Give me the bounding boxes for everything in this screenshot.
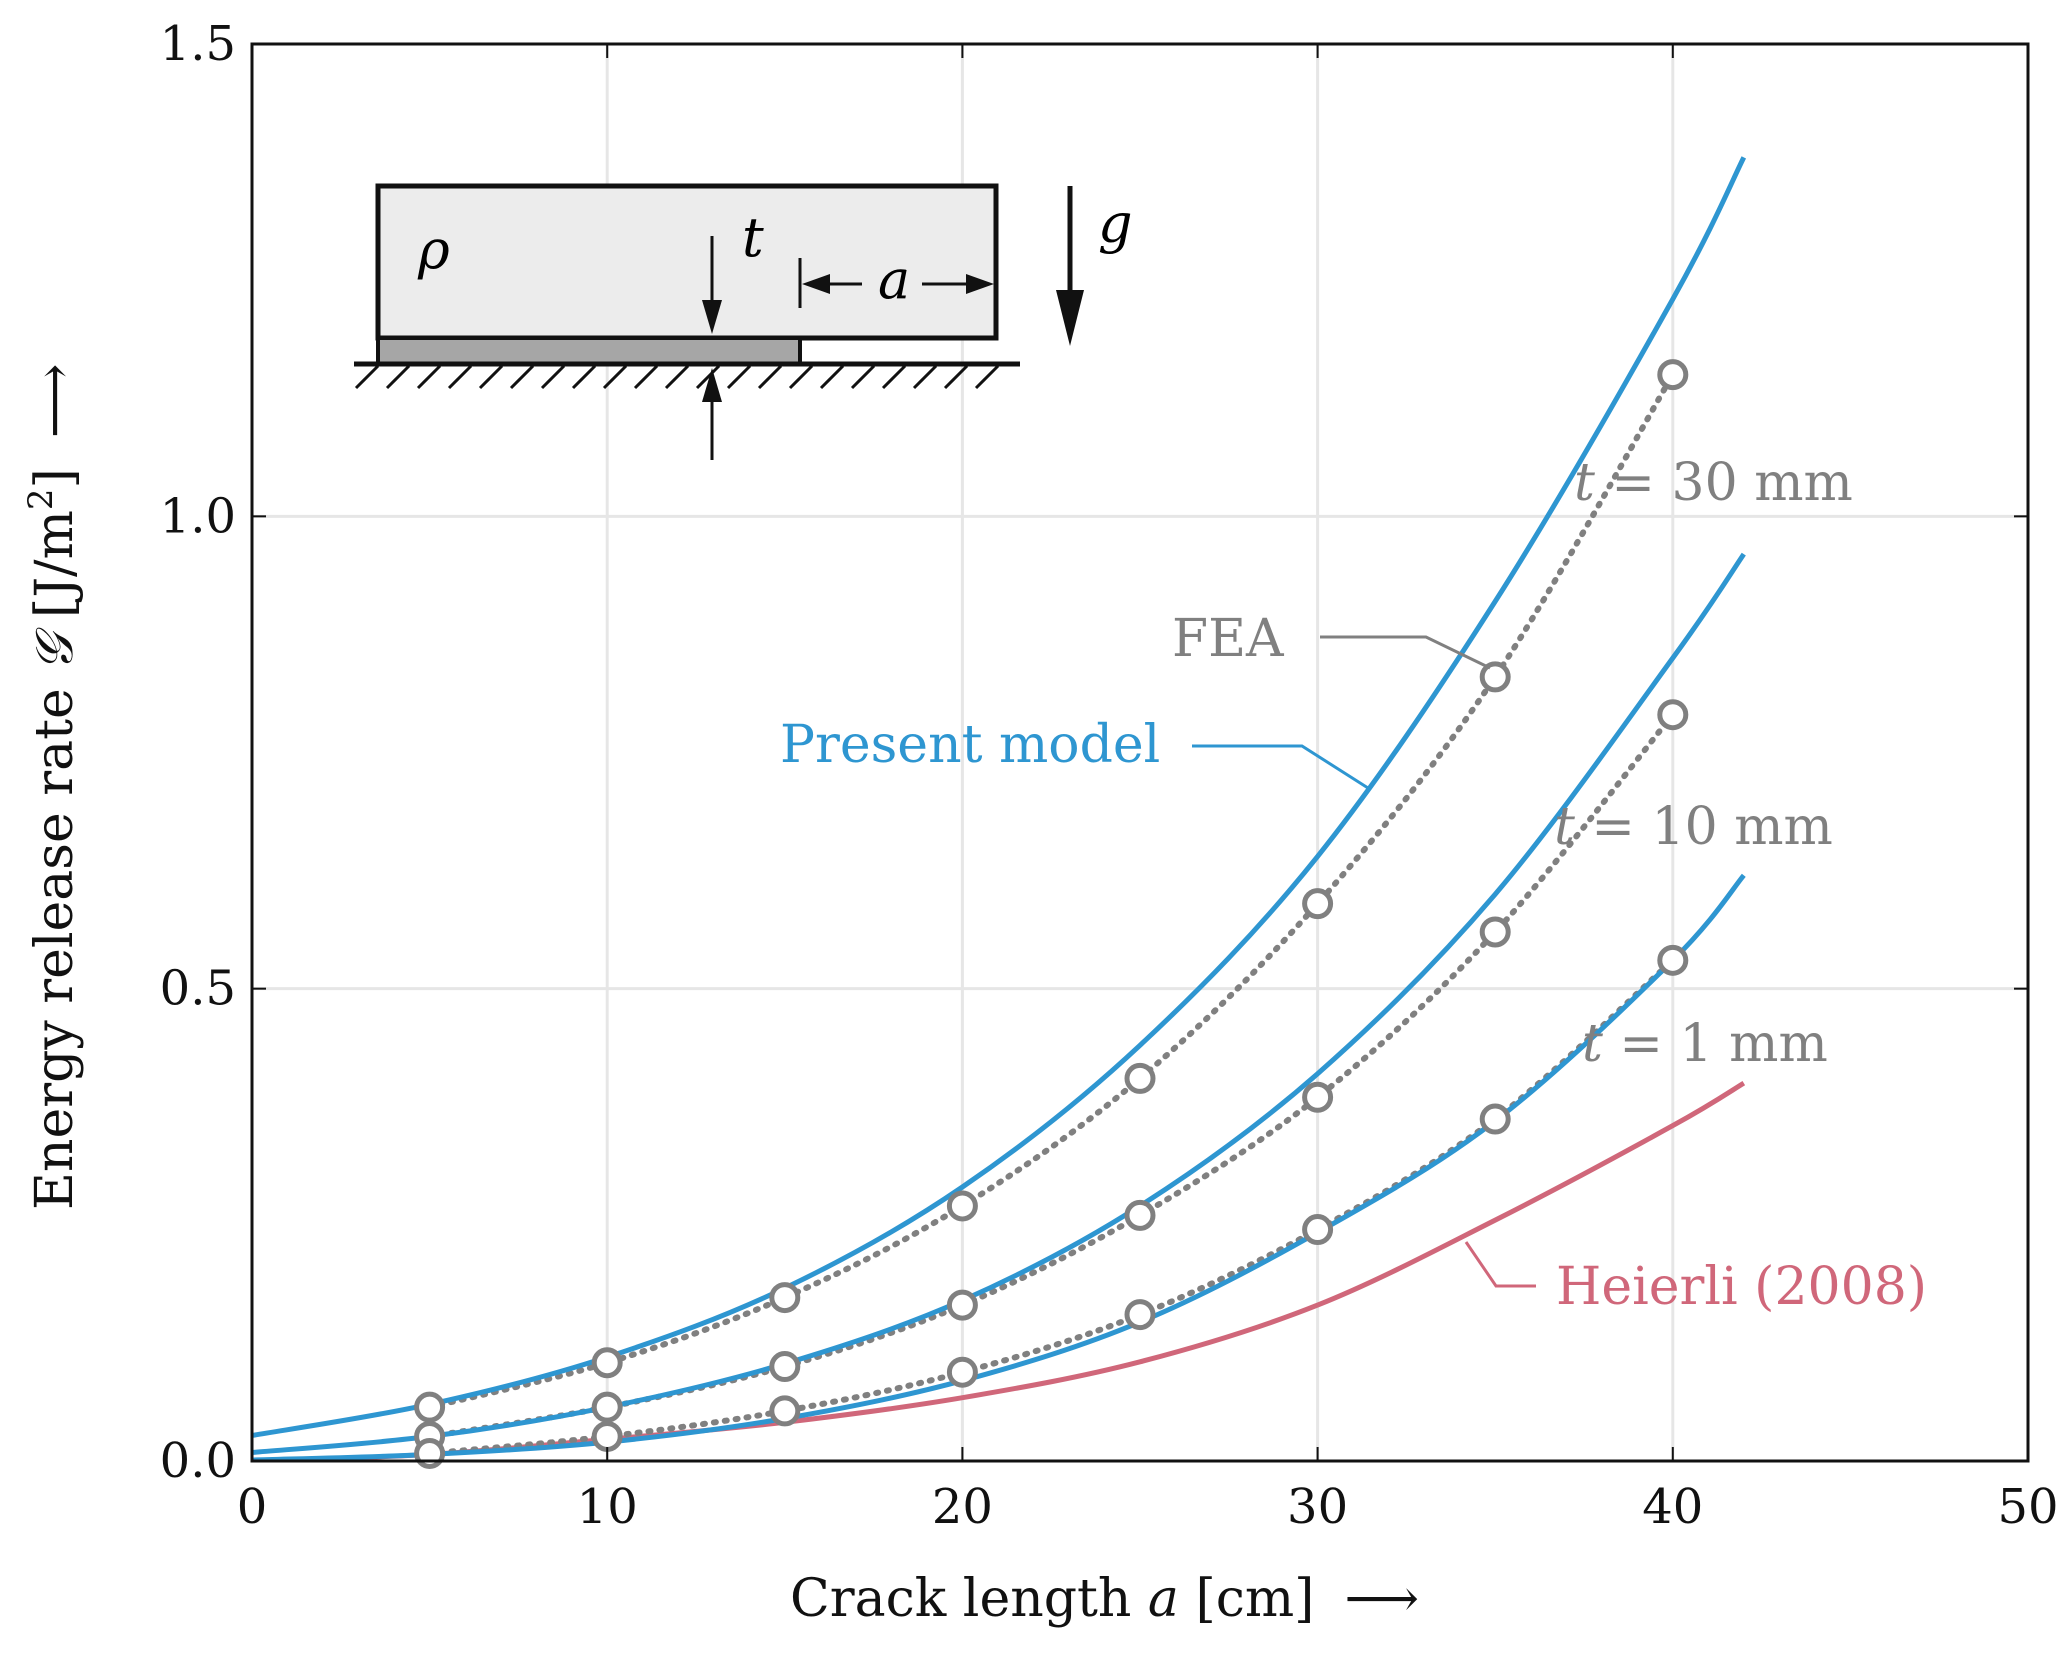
fea-point-t30mm — [1479, 661, 1511, 693]
y-axis-title: Energy release rate 𝒢 [J/m2]⟶ — [21, 364, 85, 1210]
y-tick-label: 0.5 — [160, 961, 236, 1017]
thickness-arrowhead-bottom — [702, 368, 722, 402]
gravity-label: g — [1098, 192, 1133, 255]
hatch-line — [385, 364, 411, 390]
hatch-line — [757, 364, 783, 390]
fea-point-t10mm — [1302, 1081, 1334, 1113]
hatch-line — [974, 364, 1000, 390]
hatch-line — [664, 364, 690, 390]
heierli-curve — [252, 1080, 1746, 1461]
density-label: ρ — [417, 218, 450, 281]
x-tick-label: 30 — [1287, 1479, 1348, 1535]
hatch-line — [571, 364, 597, 390]
fea-point-t30mm — [946, 1190, 978, 1222]
x-tick-label: 10 — [577, 1479, 638, 1535]
crack-length-arrowhead-right — [966, 274, 994, 294]
fea-point-t30mm — [591, 1347, 623, 1379]
ground-hatching — [354, 364, 1000, 390]
fea-point-t30mm — [769, 1282, 801, 1314]
fea-point-t1mm — [1124, 1299, 1156, 1331]
hatch-line — [695, 364, 721, 390]
fea-point-t1mm — [769, 1395, 801, 1427]
fea-point-t10mm — [1479, 916, 1511, 948]
label-fea: FEA — [1172, 609, 1285, 669]
hatch-line — [881, 364, 907, 390]
fea-point-t10mm — [769, 1351, 801, 1383]
hatch-line — [540, 364, 566, 390]
hatch-line — [447, 364, 473, 390]
fea-point-t1mm — [414, 1437, 446, 1469]
crack-length-label: a — [878, 248, 910, 311]
label-t-1mm: t = 1 mm — [1582, 1014, 1828, 1074]
label-t-10mm: t = 10 mm — [1554, 797, 1833, 857]
fea-point-t1mm — [591, 1420, 623, 1452]
thickness-arrowhead-top — [702, 300, 722, 334]
model-curve-t1mm — [252, 873, 1746, 1461]
fea-point-t1mm — [1657, 944, 1689, 976]
label-present-model: Present model — [780, 715, 1160, 775]
crack-length-arrowhead-left — [802, 274, 830, 294]
hatch-line — [850, 364, 876, 390]
fea-point-t30mm — [1302, 888, 1334, 920]
model-curve-t10mm — [252, 552, 1746, 1455]
thickness-label: t — [742, 206, 764, 269]
leader-present-model — [1192, 744, 1369, 790]
slab-block — [375, 183, 999, 341]
leader-heierli — [1464, 1241, 1536, 1288]
x-tick-label: 0 — [237, 1479, 268, 1535]
hatch-line — [509, 364, 535, 390]
hatch-line — [416, 364, 442, 390]
x-tick-label: 50 — [1997, 1479, 2058, 1535]
fea-point-t30mm — [1657, 359, 1689, 391]
fea-point-t1mm — [946, 1356, 978, 1388]
x-tick-label: 40 — [1642, 1479, 1703, 1535]
fea-point-t10mm — [1657, 699, 1689, 731]
gravity-arrowhead — [1056, 290, 1084, 346]
model-curve-t30mm — [252, 156, 1747, 1438]
y-tick-label: 0.0 — [160, 1433, 236, 1489]
leader-fea — [1320, 635, 1491, 670]
hatch-line — [354, 364, 380, 390]
axis-ticks: 0 10 20 30 40 50 0.0 0.5 1.0 1.5 — [160, 16, 2059, 1535]
fea-point-t1mm — [1302, 1214, 1334, 1246]
fea-curve-t30mm — [426, 371, 1676, 1411]
fea-point-t10mm — [1124, 1199, 1156, 1231]
hatch-line — [819, 364, 845, 390]
x-tick-label: 20 — [932, 1479, 993, 1535]
fea-curve-t1mm — [426, 957, 1676, 1457]
hatch-line — [602, 364, 628, 390]
hatch-line — [726, 364, 752, 390]
plot-frame — [250, 42, 2030, 1463]
weak-layer — [376, 336, 802, 366]
x-axis-title: Crack length a [cm] ⟶ — [790, 1569, 1419, 1629]
hatch-line — [478, 364, 504, 390]
fea-curve-t10mm — [426, 711, 1676, 1440]
fea-point-t1mm — [1479, 1103, 1511, 1135]
hatch-line — [788, 364, 814, 390]
fea-point-t30mm — [414, 1391, 446, 1423]
hatch-line — [912, 364, 938, 390]
label-t-30mm: t = 30 mm — [1574, 453, 1853, 513]
fea-point-t10mm — [946, 1289, 978, 1321]
fea-markers — [414, 359, 1689, 1469]
fea-point-t10mm — [591, 1391, 623, 1423]
y-tick-label: 1.5 — [160, 16, 236, 72]
fea-point-t30mm — [1124, 1062, 1156, 1094]
slab-schematic: ρ t a g — [354, 183, 1133, 460]
y-tick-label: 1.0 — [160, 488, 236, 544]
hatch-line — [633, 364, 659, 390]
hatch-line — [943, 364, 969, 390]
label-heierli: Heierli (2008) — [1556, 1257, 1927, 1317]
